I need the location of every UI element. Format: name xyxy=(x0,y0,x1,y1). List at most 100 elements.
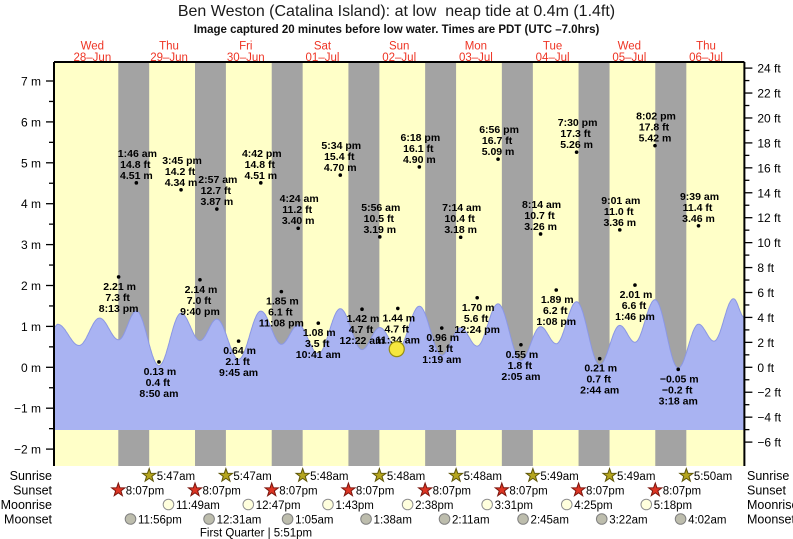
tide-low-label-line: 0.13 m xyxy=(144,366,177,378)
tide-high-label-line: 5.26 m xyxy=(560,139,593,151)
astro-event-time: 5:48am xyxy=(310,471,348,483)
right-axis-label: 6 ft xyxy=(757,286,774,300)
astro-event-time: 5:47am xyxy=(233,471,271,483)
tide-low-label-line: 0.64 m xyxy=(223,345,256,357)
tide-low-label-line: 0.55 m xyxy=(506,349,539,361)
left-axis-label: −2 m xyxy=(14,443,41,457)
astro-row-label-right: Sunset xyxy=(747,484,786,498)
moonset-icon xyxy=(438,513,451,525)
tide-low-label-line: 10:41 am xyxy=(296,349,341,361)
astro-event-time: 8:07pm xyxy=(663,486,701,498)
sunset-star-icon xyxy=(417,481,434,497)
day-name-label: Thu xyxy=(159,41,179,53)
tide-low-label-line: 8:13 pm xyxy=(99,303,139,315)
page-title: Ben Weston (Catalina Island): at low nea… xyxy=(177,3,616,20)
tide-event-dot xyxy=(316,321,321,325)
tide-event-dot xyxy=(215,207,219,211)
tide-high-label-line: 8:14 am xyxy=(522,199,561,211)
tide-high-label-line: 11.0 ft xyxy=(604,206,634,218)
tide-low-label-line: 1.42 m xyxy=(347,313,380,325)
tide-event-dot xyxy=(396,306,400,311)
tide-low-label-line: 6.2 ft xyxy=(543,305,568,317)
day-name-label: Mon xyxy=(465,41,487,53)
tide-event-dot xyxy=(554,288,559,292)
tide-high-label-line: 10.4 ft xyxy=(444,213,475,225)
right-axis-label: −4 ft xyxy=(757,411,781,425)
tide-high-label-line: 3.18 m xyxy=(444,224,477,236)
tide-high-label-line: 5:34 pm xyxy=(321,140,361,152)
right-axis-label: 24 ft xyxy=(757,62,781,76)
tide-event-dot xyxy=(676,367,681,372)
day-name-label: Thu xyxy=(696,41,716,53)
right-axis-label: −6 ft xyxy=(757,436,781,450)
tide-high-label-line: 2:57 am xyxy=(198,174,237,186)
tide-high-label-line: 8:02 pm xyxy=(636,111,676,123)
tide-high-label-line: 10.5 ft xyxy=(364,213,395,225)
day-name-label: Tue xyxy=(543,41,562,53)
tide-high-label-line: 14.2 ft xyxy=(165,166,196,178)
day-headers: Wed28–JunThu29–JunFri30–JunSat01–JulSun0… xyxy=(73,41,722,65)
tide-low-label-line: 4.7 ft xyxy=(349,324,374,336)
right-axis-label: 10 ft xyxy=(757,236,781,250)
sunset-star-icon xyxy=(340,481,357,497)
tide-low-label-line: 3.5 ft xyxy=(305,338,330,350)
current-tide-marker xyxy=(388,341,405,358)
tide-event-dot xyxy=(538,232,543,236)
axes xyxy=(53,61,746,466)
astro-row-label-left: Sunrise xyxy=(10,469,52,483)
right-axis-label: 20 ft xyxy=(757,111,781,125)
astro-event-time: 8:07pm xyxy=(356,486,394,498)
tide-event-dot xyxy=(179,187,183,192)
day-date-label: 04–Jul xyxy=(536,52,570,64)
tide-event-dot xyxy=(157,360,161,364)
right-axis-label: 4 ft xyxy=(757,311,774,325)
tide-low-label-line: 0.7 ft xyxy=(586,374,611,386)
day-name-label: Wed xyxy=(81,41,104,53)
tide-event-dot xyxy=(116,275,121,279)
sunset-star-icon xyxy=(263,481,280,497)
tide-low-label-line: 11:08 pm xyxy=(259,318,304,330)
astro-row-label-right: Sunrise xyxy=(747,469,789,483)
tide-event-dot xyxy=(475,295,479,300)
right-axis-label: −2 ft xyxy=(757,386,781,400)
tide-low-label-line: 3.1 ft xyxy=(429,343,454,355)
astro-event-time: 4:25pm xyxy=(574,500,612,512)
sunrise-star-icon xyxy=(217,466,235,483)
right-axis-label: 14 ft xyxy=(757,186,781,200)
day-date-label: 02–Jul xyxy=(382,52,416,64)
moonrise-icon xyxy=(640,498,653,511)
moonset-icon xyxy=(281,513,294,525)
astro-event-time: 5:49am xyxy=(540,471,578,483)
tide-high-label-line: 9:39 am xyxy=(680,191,719,203)
tide-event-dot xyxy=(198,277,202,282)
tide-low-label-line: −0.2 ft xyxy=(662,384,693,396)
tide-high-label-line: 3.40 m xyxy=(282,215,315,227)
right-axis-label: 16 ft xyxy=(757,161,781,175)
sunrise-star-icon xyxy=(141,466,158,483)
tide-high-label-line: 9:01 am xyxy=(601,195,640,207)
tide-curve-area xyxy=(54,298,745,430)
tide-low-label-line: 2.1 ft xyxy=(225,356,250,368)
left-axis-label: 0 m xyxy=(21,361,41,375)
tide-high-label-line: 6:18 pm xyxy=(400,132,440,144)
tide-high-label-line: 4.51 m xyxy=(244,170,277,182)
astro-event-time: 1:43pm xyxy=(335,500,373,512)
day-name-label: Fri xyxy=(239,41,252,53)
sunrise-star-icon xyxy=(524,466,541,483)
tide-event-dot xyxy=(458,235,463,240)
tide-event-dot xyxy=(296,226,300,231)
astro-event-time: 1:05am xyxy=(295,515,333,527)
tide-low-label-line: 2.21 m xyxy=(103,281,136,293)
moon-phase-label: First Quarter | 5:51pm xyxy=(200,528,312,539)
moonset-icon xyxy=(595,513,608,525)
left-axis-label: 3 m xyxy=(21,238,41,252)
day-date-label: 05–Jul xyxy=(612,52,646,64)
tide-high-label-line: 5:56 am xyxy=(361,202,400,214)
astro-event-time: 8:07pm xyxy=(509,486,547,498)
tide-event-dot xyxy=(338,173,343,177)
tide-high-label-line: 17.3 ft xyxy=(560,128,591,140)
day-date-label: 29–Jun xyxy=(150,52,188,64)
tide-low-label-line: 1.89 m xyxy=(541,294,574,306)
tide-high-label-line: 10.7 ft xyxy=(524,210,555,222)
